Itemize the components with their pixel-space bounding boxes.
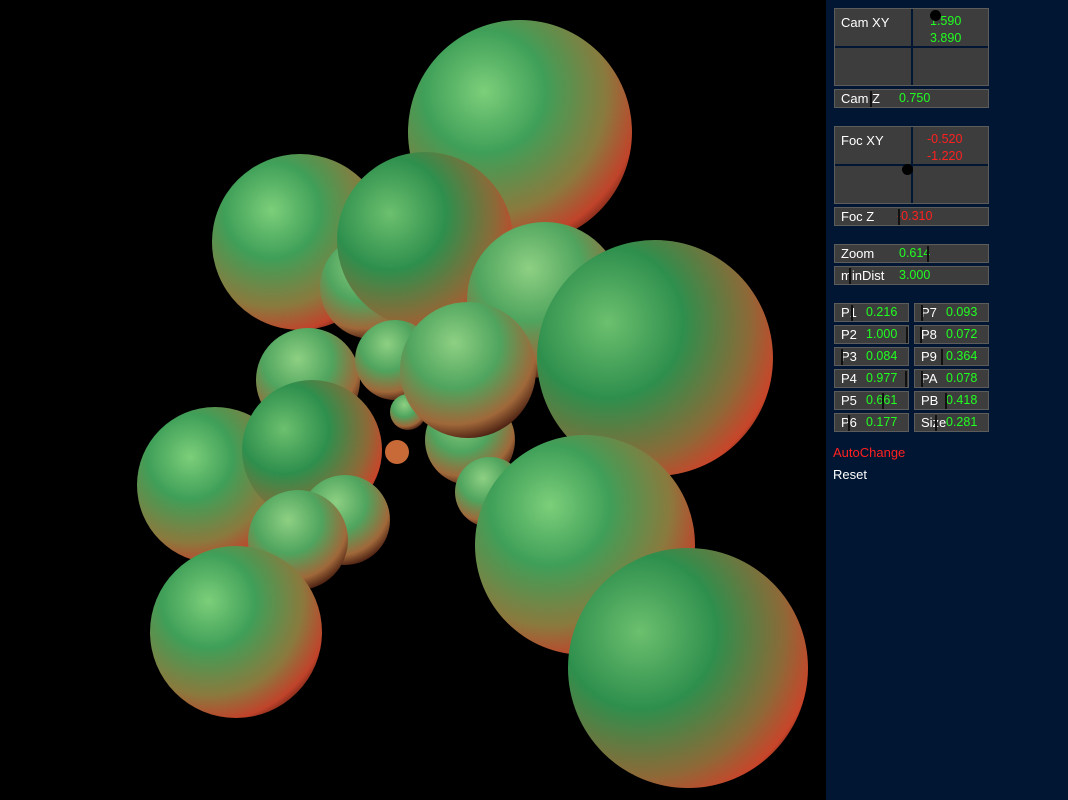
sphere (400, 302, 536, 438)
sphere (150, 546, 322, 718)
min-dist-slider[interactable]: minDist 3.000 (834, 266, 989, 285)
param-slider-p6[interactable]: P60.177 (834, 413, 909, 432)
param-slider-pb[interactable]: PB 0.418 (914, 391, 989, 410)
slider-handle[interactable] (898, 209, 901, 225)
reset-button[interactable]: Reset (833, 467, 867, 482)
param-value: 0.078 (946, 371, 978, 385)
param-value: 0.216 (866, 305, 898, 319)
param-label: P8 (921, 327, 937, 342)
zoom-label: Zoom (841, 246, 875, 261)
cam-z-label: Cam Z (841, 91, 880, 106)
cam-y-value: 3.890 (930, 31, 962, 45)
param-slider-p1[interactable]: P1 0.216 (834, 303, 909, 322)
cam-xy-label: Cam XY (841, 15, 890, 30)
cam-xy-pad[interactable]: Cam XY 1.590 3.890 (834, 8, 989, 86)
foc-z-value: -0.310 (897, 209, 933, 223)
cam-z-value: 0.750 (899, 91, 931, 105)
param-label: P2 (841, 327, 857, 342)
min-dist-label: minDist (841, 268, 885, 283)
zoom-slider[interactable]: Zoom 0.614 (834, 244, 989, 263)
param-value: 0.084 (866, 349, 898, 363)
param-value: 0.093 (946, 305, 978, 319)
param-value: 0.418 (946, 393, 978, 407)
param-value: 0.072 (946, 327, 978, 341)
param-label: P7 (921, 305, 937, 320)
slider-handle[interactable] (848, 268, 851, 284)
slider-handle[interactable] (906, 327, 908, 343)
param-label: P4 (841, 371, 857, 386)
param-slider-p9[interactable]: P9 0.364 (914, 347, 989, 366)
param-label: P3 (841, 349, 857, 364)
param-slider-p5[interactable]: P5 0.661 (834, 391, 909, 410)
zoom-value: 0.614 (899, 246, 931, 260)
param-slider-p3[interactable]: P3 0.084 (834, 347, 909, 366)
cam-z-slider[interactable]: Cam Z 0.750 (834, 89, 989, 108)
slider-handle[interactable] (921, 305, 924, 321)
param-slider-p8[interactable]: P8 0.072 (914, 325, 989, 344)
slider-handle[interactable] (881, 393, 884, 409)
slider-handle[interactable] (869, 91, 872, 107)
param-value: 0.364 (946, 349, 978, 363)
render-viewport[interactable] (0, 0, 826, 800)
param-label: PA (921, 371, 938, 386)
auto-change-button[interactable]: AutoChange (833, 445, 906, 460)
slider-handle[interactable] (904, 371, 907, 387)
foc-x-value: -0.520 (927, 132, 963, 146)
slider-handle[interactable] (927, 246, 930, 262)
sphere (568, 548, 808, 788)
control-panel: Cam XY 1.590 3.890 Cam Z 0.750 Foc XY -0… (826, 0, 1068, 800)
cam-xy-handle[interactable] (930, 10, 941, 21)
slider-handle[interactable] (944, 393, 947, 409)
param-value: 0.661 (866, 393, 897, 408)
foc-xy-label: Foc XY (841, 133, 884, 148)
slider-handle[interactable] (919, 327, 922, 343)
slider-handle[interactable] (940, 349, 943, 365)
slider-handle[interactable] (850, 305, 853, 321)
foc-xy-pad[interactable]: Foc XY -0.520 -1.220 (834, 126, 989, 204)
param-value: 0.281 (946, 415, 978, 429)
param-slider-pa[interactable]: PA 0.078 (914, 369, 989, 388)
foc-y-value: -1.220 (927, 149, 963, 163)
param-value: 0.177 (866, 415, 898, 429)
param-value: 1.000 (866, 327, 898, 341)
param-label: Size (921, 415, 947, 430)
foc-z-slider[interactable]: Foc Z -0.310 (834, 207, 989, 226)
foc-z-label: Foc Z (841, 209, 875, 224)
param-slider-p4[interactable]: P4 0.977 (834, 369, 909, 388)
sphere (385, 440, 409, 464)
param-label: PB (921, 393, 939, 408)
slider-handle[interactable] (934, 415, 937, 431)
sphere (537, 240, 773, 476)
sphere-scene (137, 20, 808, 788)
slider-handle[interactable] (920, 371, 923, 387)
min-dist-value: 3.000 (899, 268, 931, 282)
param-slider-p7[interactable]: P7 0.093 (914, 303, 989, 322)
param-slider-size[interactable]: Size 0.281 (914, 413, 989, 432)
param-value: 0.977 (866, 371, 898, 385)
param-label: P9 (921, 349, 937, 364)
param-label: P5 (841, 393, 857, 408)
slider-handle[interactable] (840, 349, 843, 365)
param-slider-p2[interactable]: P2 1.000 (834, 325, 909, 344)
slider-handle[interactable] (847, 415, 850, 431)
foc-xy-handle[interactable] (902, 164, 913, 175)
param-label: P1 (841, 305, 857, 320)
